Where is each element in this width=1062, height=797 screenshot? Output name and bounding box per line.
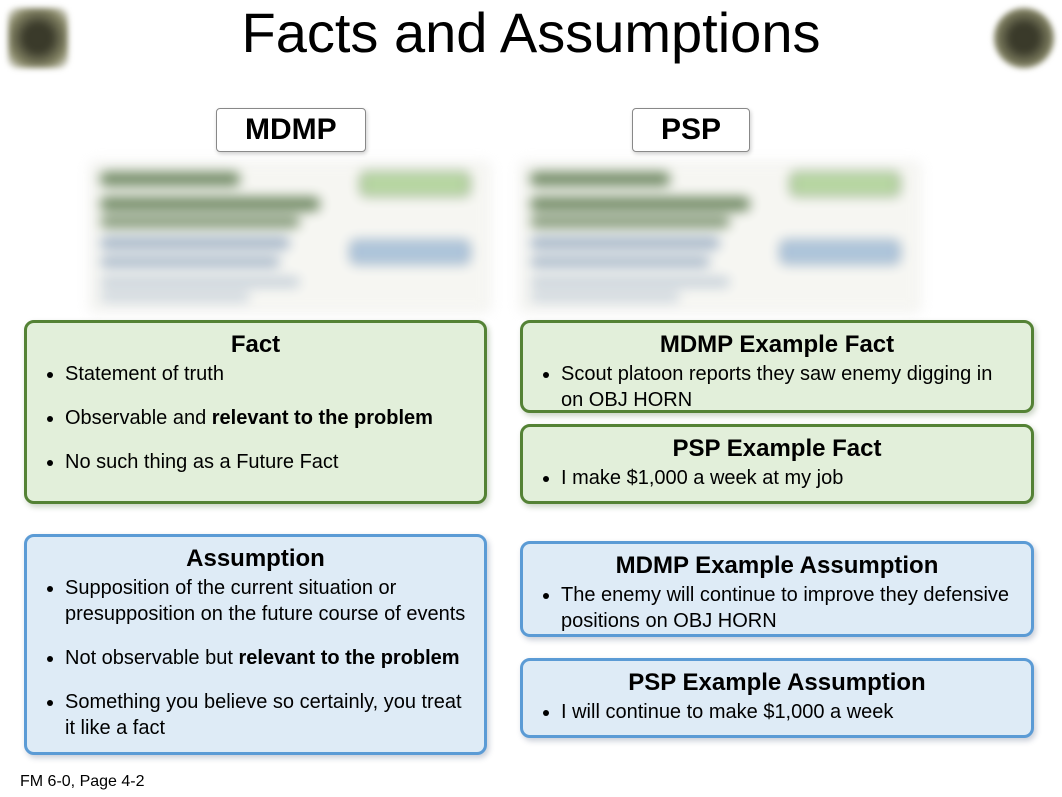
mdmp-example-fact-text: Scout platoon reports they saw enemy dig… bbox=[561, 361, 1013, 413]
assumption-bullet: Supposition of the current situation or … bbox=[65, 575, 466, 627]
mdmp-process-backdrop bbox=[90, 162, 490, 312]
mdmp-example-assumption-text: The enemy will continue to improve they … bbox=[561, 582, 1013, 634]
fact-bullet: Observable and relevant to the problem bbox=[65, 405, 466, 431]
assumption-heading: Assumption bbox=[45, 545, 466, 573]
assumption-bullets: Supposition of the current situation or … bbox=[45, 575, 466, 741]
assumption-definition-card: Assumption Supposition of the current si… bbox=[24, 534, 487, 755]
fact-bullet: No such thing as a Future Fact bbox=[65, 449, 466, 475]
psp-example-assumption-text: I will continue to make $1,000 a week bbox=[561, 699, 1013, 725]
fact-heading: Fact bbox=[45, 331, 466, 359]
fact-bullet: Statement of truth bbox=[65, 361, 466, 387]
mdmp-example-assumption-heading: MDMP Example Assumption bbox=[541, 552, 1013, 580]
column-label-psp: PSP bbox=[632, 108, 750, 152]
mdmp-example-fact-heading: MDMP Example Fact bbox=[541, 331, 1013, 359]
slide-title: Facts and Assumptions bbox=[0, 0, 1062, 65]
mdmp-example-fact-card: MDMP Example Fact Scout platoon reports … bbox=[520, 320, 1034, 413]
psp-example-assumption-heading: PSP Example Assumption bbox=[541, 669, 1013, 697]
column-label-mdmp: MDMP bbox=[216, 108, 366, 152]
psp-example-fact-card: PSP Example Fact I make $1,000 a week at… bbox=[520, 424, 1034, 504]
fact-definition-card: Fact Statement of truth Observable and r… bbox=[24, 320, 487, 504]
fact-bullets: Statement of truth Observable and releva… bbox=[45, 361, 466, 475]
assumption-bullet: Something you believe so certainly, you … bbox=[65, 689, 466, 741]
mdmp-example-assumption-card: MDMP Example Assumption The enemy will c… bbox=[520, 541, 1034, 637]
footer-reference: FM 6-0, Page 4-2 bbox=[20, 773, 145, 791]
psp-example-assumption-card: PSP Example Assumption I will continue t… bbox=[520, 658, 1034, 738]
assumption-bullet: Not observable but relevant to the probl… bbox=[65, 645, 466, 671]
psp-example-fact-text: I make $1,000 a week at my job bbox=[561, 465, 1013, 491]
psp-process-backdrop bbox=[520, 162, 920, 312]
psp-example-fact-heading: PSP Example Fact bbox=[541, 435, 1013, 463]
